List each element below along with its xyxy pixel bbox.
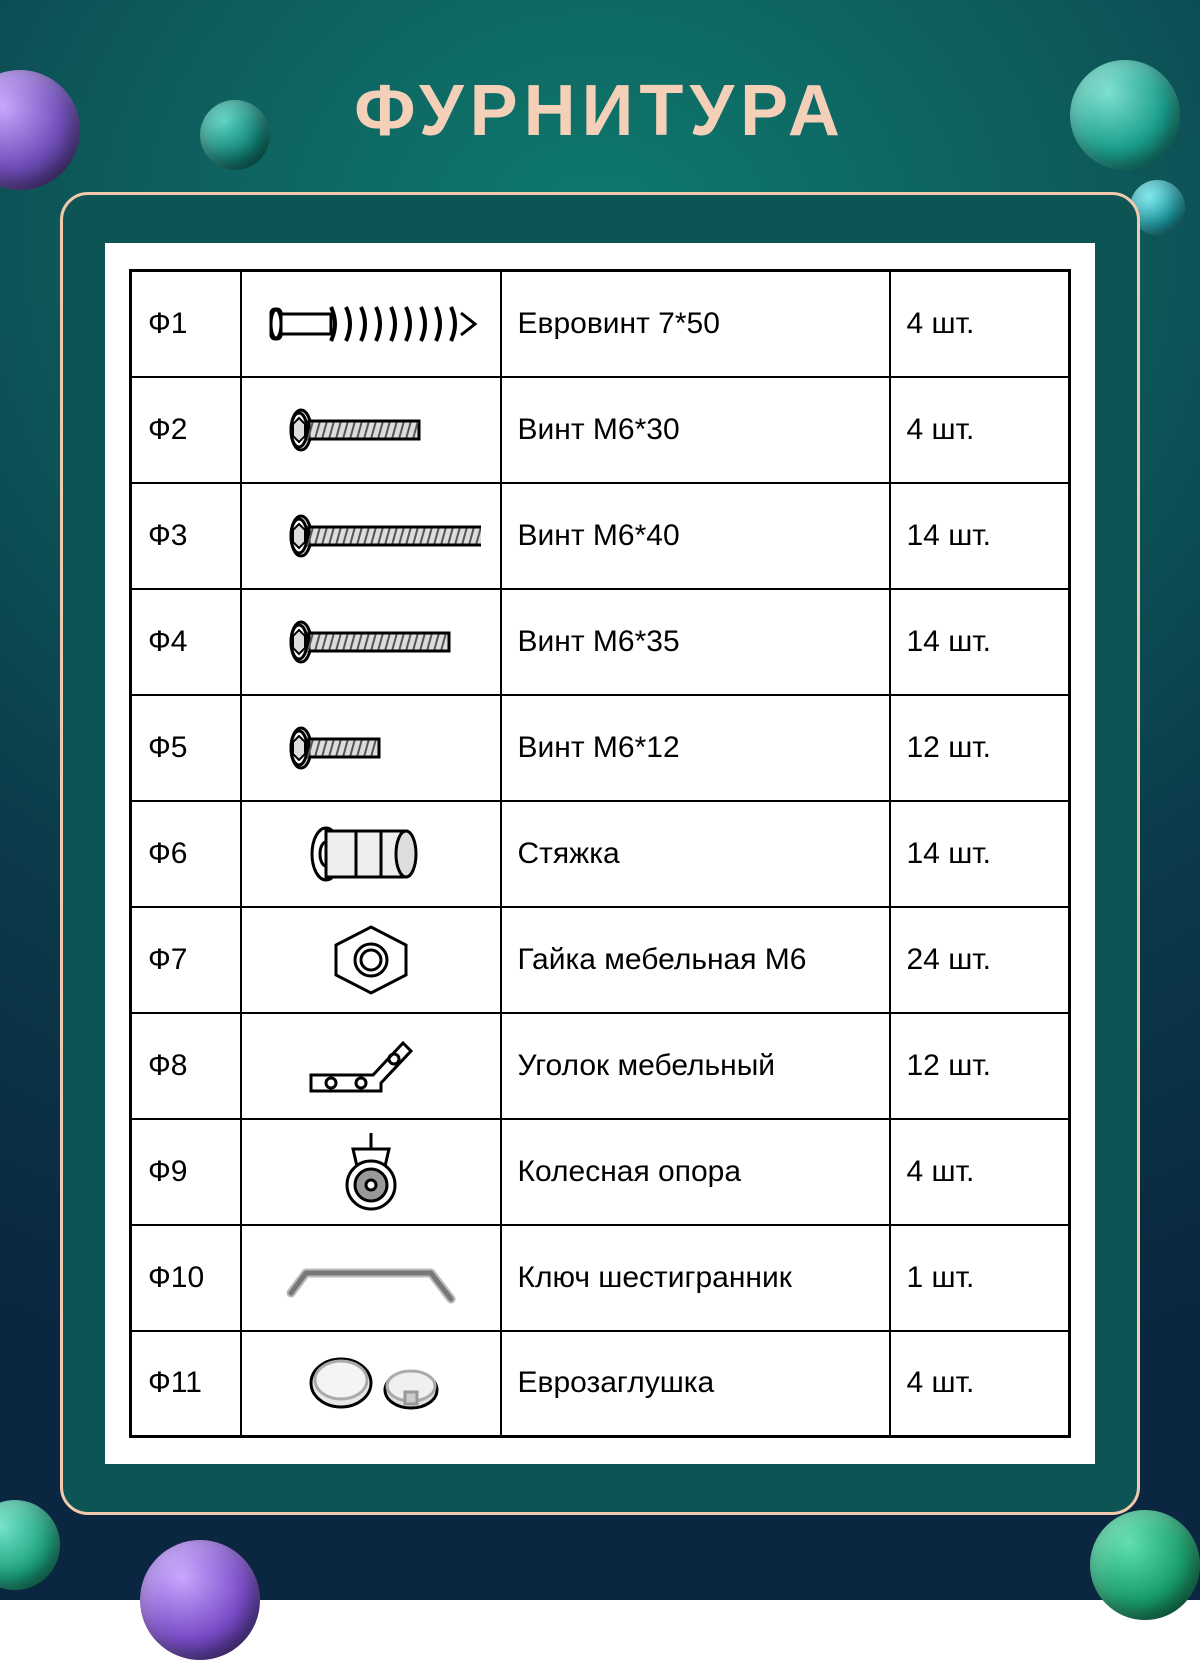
angle-bracket-icon [261,1021,481,1111]
image-cell [241,589,501,695]
code-cell: Ф11 [131,1331,241,1437]
table-row: Ф10 Ключ шестигранник1 шт. [131,1225,1070,1331]
image-cell [241,271,501,377]
qty-cell: 14 шт. [890,801,1070,907]
name-cell: Винт M6*30 [501,377,890,483]
hardware-table: Ф1Евровинт 7*504 шт.Ф2Винт M6*304 шт.Ф3В… [129,269,1071,1438]
image-cell [241,1225,501,1331]
hex-nut-icon [261,915,481,1005]
name-cell: Стяжка [501,801,890,907]
bolt-long-icon [261,491,481,581]
barrel-nut-icon [261,809,481,899]
code-cell: Ф10 [131,1225,241,1331]
name-cell: Винт M6*40 [501,483,890,589]
qty-cell: 24 шт. [890,907,1070,1013]
code-cell: Ф7 [131,907,241,1013]
code-cell: Ф5 [131,695,241,801]
qty-cell: 4 шт. [890,271,1070,377]
table-row: Ф2 Винт M6*304 шт. [131,377,1070,483]
image-cell [241,1013,501,1119]
image-cell [241,907,501,1013]
table-row: Ф1 Евровинт 7*504 шт. [131,271,1070,377]
confirmat-screw-icon [261,279,481,369]
sheet: Ф1Евровинт 7*504 шт.Ф2Винт M6*304 шт.Ф3В… [105,243,1095,1464]
code-cell: Ф2 [131,377,241,483]
qty-cell: 4 шт. [890,1119,1070,1225]
bolt-tiny-icon [261,703,481,793]
qty-cell: 12 шт. [890,695,1070,801]
table-row: Ф3 Винт M6*4014 шт. [131,483,1070,589]
page-title: ФУРНИТУРА [0,0,1200,182]
qty-cell: 1 шт. [890,1225,1070,1331]
image-cell [241,483,501,589]
code-cell: Ф6 [131,801,241,907]
table-row: Ф6 Стяжка14 шт. [131,801,1070,907]
card-frame: Ф1Евровинт 7*504 шт.Ф2Винт M6*304 шт.Ф3В… [60,192,1140,1515]
cap-plug-icon [261,1338,481,1428]
code-cell: Ф1 [131,271,241,377]
code-cell: Ф8 [131,1013,241,1119]
image-cell [241,1119,501,1225]
table-row: Ф7 Гайка мебельная М624 шт. [131,907,1070,1013]
bolt-med-icon [261,597,481,687]
table-row: Ф8 Уголок мебельный12 шт. [131,1013,1070,1119]
qty-cell: 4 шт. [890,1331,1070,1437]
image-cell [241,1331,501,1437]
qty-cell: 14 шт. [890,589,1070,695]
image-cell [241,801,501,907]
name-cell: Гайка мебельная М6 [501,907,890,1013]
name-cell: Уголок мебельный [501,1013,890,1119]
name-cell: Винт M6*12 [501,695,890,801]
table-row: Ф4 Винт M6*3514 шт. [131,589,1070,695]
qty-cell: 14 шт. [890,483,1070,589]
table-row: Ф11 Еврозаглушка4 шт. [131,1331,1070,1437]
bolt-short-icon [261,385,481,475]
image-cell [241,377,501,483]
code-cell: Ф4 [131,589,241,695]
image-cell [241,695,501,801]
code-cell: Ф9 [131,1119,241,1225]
table-row: Ф5 Винт M6*1212 шт. [131,695,1070,801]
name-cell: Евровинт 7*50 [501,271,890,377]
table-row: Ф9 Колесная опора4 шт. [131,1119,1070,1225]
caster-wheel-icon [261,1127,481,1217]
qty-cell: 12 шт. [890,1013,1070,1119]
code-cell: Ф3 [131,483,241,589]
name-cell: Еврозаглушка [501,1331,890,1437]
name-cell: Колесная опора [501,1119,890,1225]
hex-key-icon [261,1233,481,1323]
name-cell: Ключ шестигранник [501,1225,890,1331]
qty-cell: 4 шт. [890,377,1070,483]
name-cell: Винт M6*35 [501,589,890,695]
